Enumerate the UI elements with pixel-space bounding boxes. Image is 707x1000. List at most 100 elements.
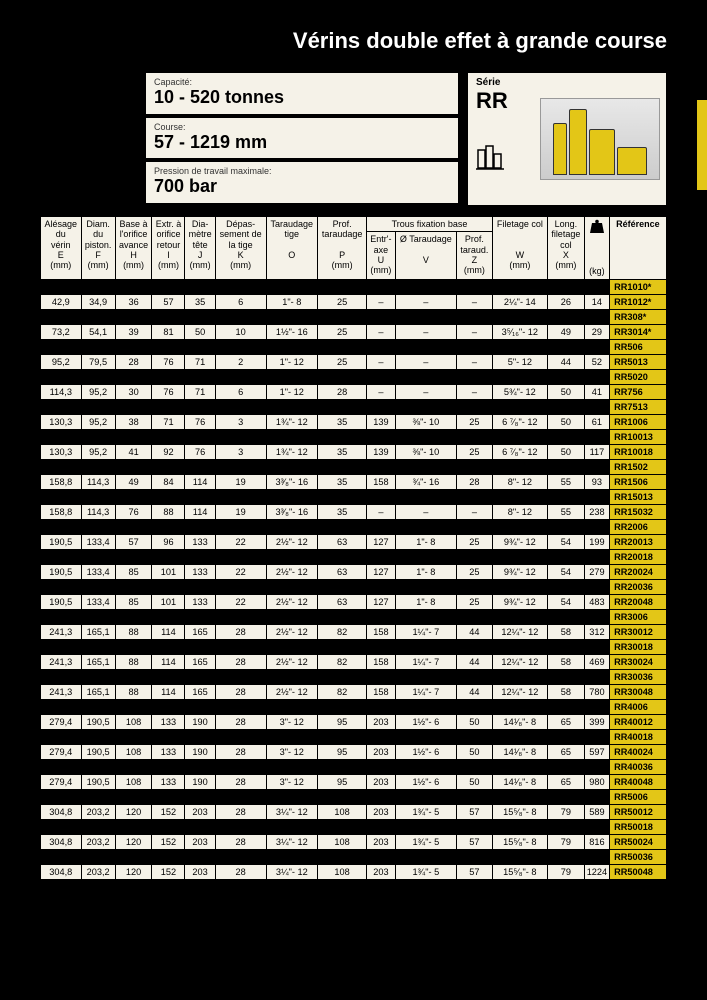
data-cell: 165,1 (81, 684, 115, 699)
spec-table: AlésageduvérinE(mm) Diam.dupiston.F(mm) … (40, 216, 667, 880)
table-ref-row: RR4006 (41, 699, 667, 714)
table-row: 241,3165,188114165282½"- 12821581¼"- 744… (41, 654, 667, 669)
data-cell: 158,8 (41, 504, 82, 519)
data-cell: 95,2 (81, 384, 115, 399)
data-cell: 50 (547, 384, 584, 399)
data-cell: 1¾"- 5 (395, 864, 456, 879)
data-cell: ¾"- 16 (395, 474, 456, 489)
data-cell: 203 (367, 714, 395, 729)
data-cell: 14¹⁄₈"- 8 (492, 714, 547, 729)
data-cell: 58 (547, 624, 584, 639)
data-cell: 30 (115, 384, 152, 399)
data-cell: 15⁵⁄₈"- 8 (492, 804, 547, 819)
data-cell: 50 (457, 774, 493, 789)
data-cell: 3³⁄₈"- 16 (266, 474, 317, 489)
data-cell: 28 (215, 864, 266, 879)
data-cell: 5"- 12 (492, 354, 547, 369)
data-cell: 127 (367, 534, 395, 549)
col-group-base: Trous fixation base (367, 217, 493, 232)
pressure-value: 700 bar (154, 176, 450, 197)
data-cell: 28 (215, 744, 266, 759)
stroke-box: Course: 57 - 1219 mm (145, 117, 459, 160)
data-cell: 203 (367, 864, 395, 879)
data-cell: 114,3 (81, 474, 115, 489)
table-ref-row: RR7513 (41, 399, 667, 414)
data-cell: 203 (367, 804, 395, 819)
serie-box: Série RR (467, 72, 667, 206)
data-cell: 19 (215, 474, 266, 489)
data-cell: 114 (152, 684, 185, 699)
data-cell: 93 (584, 474, 609, 489)
table-row: 95,279,528767121"- 1225–––5"- 124452RR50… (41, 354, 667, 369)
reference-cell: RR10013 (610, 429, 667, 444)
reference-cell: RR30018 (610, 639, 667, 654)
reference-cell: RR50018 (610, 819, 667, 834)
reference-cell: RR308* (610, 309, 667, 324)
reference-cell: RR1010* (610, 279, 667, 294)
reference-cell: RR40012 (610, 714, 667, 729)
data-cell: 88 (152, 504, 185, 519)
data-cell: 3"- 12 (266, 744, 317, 759)
col-H: Base àl'orificeavanceH(mm) (115, 217, 152, 280)
data-cell: 65 (547, 774, 584, 789)
data-cell: – (395, 504, 456, 519)
data-cell: 35 (317, 504, 366, 519)
table-ref-row: RR10013 (41, 429, 667, 444)
table-row: 304,8203,2120152203283¼"- 121082031¾"- 5… (41, 834, 667, 849)
data-cell: 190 (185, 774, 215, 789)
data-cell: 1¾"- 5 (395, 834, 456, 849)
data-cell: 25 (457, 414, 493, 429)
table-row: 130,395,241927631¾"- 1235139⅜"- 10256 ⁷⁄… (41, 444, 667, 459)
stroke-value: 57 - 1219 mm (154, 132, 450, 153)
data-cell: 158 (367, 474, 395, 489)
table-row: 279,4190,5108133190283"- 12952031½"- 650… (41, 744, 667, 759)
serie-label: Série (476, 77, 540, 88)
table-ref-row: RR40018 (41, 729, 667, 744)
data-cell: 34,9 (81, 294, 115, 309)
reference-cell: RR10018 (610, 444, 667, 459)
data-cell: – (395, 294, 456, 309)
data-cell: 203 (367, 834, 395, 849)
data-cell: 152 (152, 864, 185, 879)
data-cell: 22 (215, 594, 266, 609)
data-cell: 14¹⁄₈"- 8 (492, 744, 547, 759)
data-cell: 9¾"- 12 (492, 534, 547, 549)
data-cell: 38 (115, 414, 152, 429)
pressure-box: Pression de travail maximale: 700 bar (145, 161, 459, 204)
data-cell: 12¼"- 12 (492, 654, 547, 669)
side-accent-tab (697, 100, 707, 190)
data-cell: 203 (367, 774, 395, 789)
data-cell: 25 (457, 564, 493, 579)
data-cell: 81 (152, 324, 185, 339)
reference-cell: RR5013 (610, 354, 667, 369)
data-cell: 52 (584, 354, 609, 369)
data-cell: 1"- 8 (395, 594, 456, 609)
table-ref-row: RR30018 (41, 639, 667, 654)
data-cell: 483 (584, 594, 609, 609)
data-cell: 28 (115, 354, 152, 369)
data-cell: 139 (367, 444, 395, 459)
data-cell: – (457, 384, 493, 399)
data-cell: 35 (317, 414, 366, 429)
data-cell: 44 (457, 684, 493, 699)
data-cell: 57 (152, 294, 185, 309)
data-cell: 108 (115, 714, 152, 729)
data-cell: 6 ⁷⁄₈"- 12 (492, 444, 547, 459)
data-cell: 133,4 (81, 564, 115, 579)
table-row: 304,8203,2120152203283¼"- 121082031¾"- 5… (41, 864, 667, 879)
data-cell: 92 (152, 444, 185, 459)
col-E: AlésageduvérinE(mm) (41, 217, 82, 280)
cylinder-icon (476, 144, 540, 175)
col-X: Long.filetagecolX(mm) (547, 217, 584, 280)
data-cell: 12¼"- 12 (492, 684, 547, 699)
data-cell: 108 (115, 774, 152, 789)
reference-cell: RR40048 (610, 774, 667, 789)
data-cell: 96 (152, 534, 185, 549)
data-cell: 76 (185, 444, 215, 459)
data-cell: 29 (584, 324, 609, 339)
table-ref-row: RR3006 (41, 609, 667, 624)
data-cell: 35 (185, 294, 215, 309)
data-cell: 158,8 (41, 474, 82, 489)
data-cell: 165 (185, 654, 215, 669)
data-cell: 190 (185, 744, 215, 759)
